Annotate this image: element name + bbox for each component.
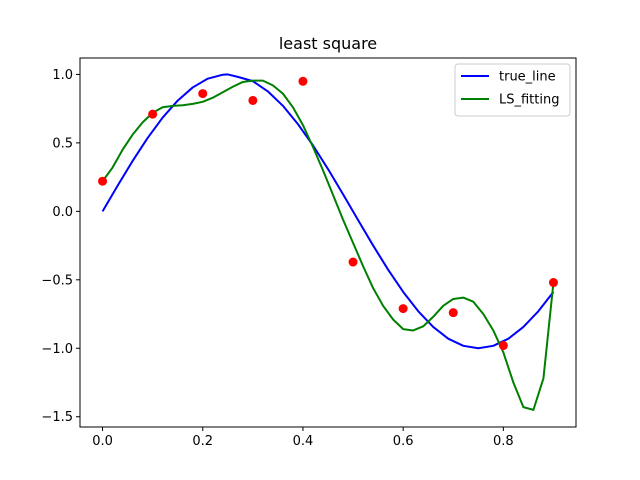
y-tick-label: 1.0 bbox=[52, 68, 73, 83]
data-point bbox=[248, 95, 258, 105]
x-tick-label: 0.0 bbox=[92, 434, 113, 449]
data-point bbox=[398, 304, 408, 314]
data-point bbox=[148, 109, 158, 119]
x-tick-label: 0.4 bbox=[293, 434, 314, 449]
series-line-true_line bbox=[101, 73, 555, 350]
legend-label-LS_fitting: LS_fitting bbox=[499, 93, 559, 108]
plot-area bbox=[98, 73, 558, 411]
legend: true_line LS_fitting bbox=[454, 63, 571, 117]
y-tick-label: −1.0 bbox=[41, 342, 73, 357]
data-point bbox=[448, 308, 458, 318]
chart-title: least square bbox=[279, 34, 377, 53]
y-tick-label: −0.5 bbox=[41, 273, 73, 288]
series-line-LS_fitting bbox=[101, 79, 555, 411]
axes: 0.0 0.2 0.4 0.6 0.8 −1.5 −1.0 −0.5 0.0 0.5 1.0 bbox=[41, 57, 577, 449]
y-tick-label: −1.5 bbox=[41, 410, 73, 425]
data-point bbox=[348, 257, 358, 267]
axes-frame bbox=[79, 57, 577, 428]
x-tick-label: 0.2 bbox=[192, 434, 213, 449]
x-tick-label: 0.6 bbox=[393, 434, 414, 449]
data-point bbox=[198, 89, 208, 99]
data-point bbox=[548, 278, 558, 288]
x-tick-label: 0.8 bbox=[493, 434, 514, 449]
y-tick-label: 0.5 bbox=[52, 136, 73, 151]
legend-label-true_line: true_line bbox=[499, 70, 556, 85]
data-point bbox=[498, 341, 508, 351]
y-tick-label: 0.0 bbox=[52, 205, 73, 220]
data-point bbox=[298, 76, 308, 86]
data-point bbox=[98, 176, 108, 186]
